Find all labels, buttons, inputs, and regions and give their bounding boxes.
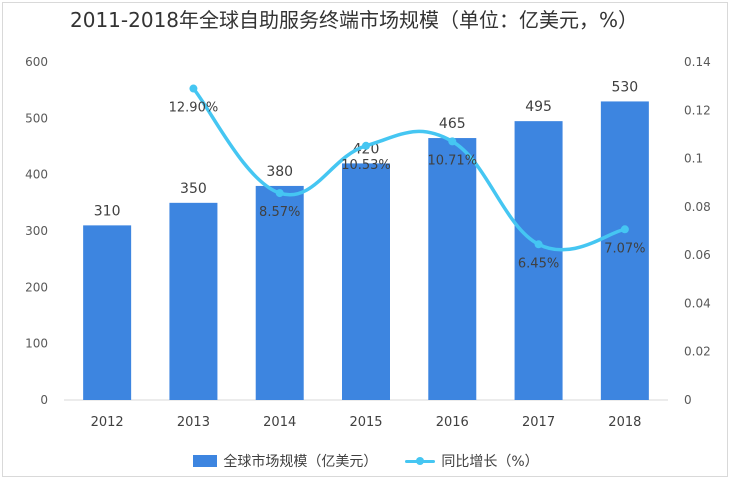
bar — [83, 225, 132, 400]
line-data-label: 8.57% — [259, 205, 300, 220]
growth-point — [534, 240, 543, 249]
y-left-tick-label: 100 — [25, 337, 48, 351]
bar-data-label: 310 — [94, 203, 121, 219]
y-right-tick-label: 0.04 — [684, 296, 711, 310]
bar-series — [83, 101, 649, 401]
bar-data-label: 380 — [266, 164, 293, 180]
y-right-tick-label: 0 — [684, 393, 692, 407]
y-right-tick-label: 0.06 — [684, 248, 711, 262]
bar — [428, 138, 477, 401]
legend-bar-label: 全球市场规模（亿美元） — [223, 454, 378, 470]
y-left-tick-label: 0 — [40, 393, 48, 407]
x-tick-label: 2015 — [349, 415, 382, 430]
y-right-tick-label: 0.12 — [684, 103, 711, 117]
x-tick-label: 2017 — [522, 415, 555, 430]
y-left-tick-label: 400 — [25, 168, 48, 182]
bar — [600, 101, 649, 400]
line-labels: 12.90% 8.57% 10.53% 10.71% 6.45% 7.07% — [169, 101, 646, 272]
chart-title: 2011-2018年全球自助服务终端市场规模（单位：亿美元，%） — [70, 8, 639, 32]
legend-item-bar: 全球市场规模（亿美元） — [193, 451, 377, 471]
legend: 全球市场规模（亿美元） 同比增长（%） — [0, 450, 732, 472]
bar — [255, 185, 304, 400]
x-tick-label: 2013 — [177, 415, 210, 430]
line-series — [189, 84, 629, 252]
y-right-tick-label: 0.1 — [684, 152, 703, 166]
growth-point — [620, 225, 629, 234]
bar — [514, 121, 563, 401]
growth-point — [448, 137, 457, 146]
y-right-tick-label: 0.14 — [684, 55, 711, 69]
y-left-axis: 0 100 200 300 400 500 600 — [25, 55, 48, 407]
bar-data-label: 530 — [611, 79, 638, 95]
y-right-tick-label: 0.08 — [684, 200, 711, 214]
legend-item-line: 同比增长（%） — [405, 451, 539, 471]
y-left-tick-label: 600 — [25, 55, 48, 69]
y-right-axis: 0 0.02 0.04 0.06 0.08 0.1 0.12 0.14 — [684, 55, 711, 407]
growth-line — [191, 86, 627, 252]
x-tick-label: 2014 — [263, 415, 296, 430]
y-left-tick-label: 300 — [25, 224, 48, 238]
bar — [169, 202, 218, 400]
growth-point — [275, 189, 284, 198]
bar — [342, 163, 390, 400]
bar-data-label: 495 — [525, 99, 552, 115]
y-left-tick-label: 200 — [25, 280, 48, 294]
growth-point — [362, 141, 370, 150]
legend-bar-swatch — [193, 455, 218, 467]
x-tick-label: 2016 — [436, 415, 469, 430]
line-data-label: 10.71% — [427, 153, 477, 168]
y-left-tick-label: 500 — [25, 111, 48, 125]
growth-point — [189, 84, 198, 93]
chart-frame — [2, 2, 728, 477]
x-tick-label: 2018 — [608, 415, 641, 430]
bar-labels: 310350380420465495530 — [94, 79, 638, 219]
line-data-label: 6.45% — [518, 256, 559, 271]
legend-line-label: 同比增长（%） — [441, 454, 539, 470]
bar-data-label: 350 — [180, 181, 207, 197]
x-tick-label: 2012 — [91, 415, 124, 430]
line-data-label: 12.90% — [169, 101, 219, 116]
line-data-label: 7.07% — [604, 241, 645, 256]
legend-line-swatch — [405, 455, 436, 467]
x-axis: 2012 2013 2014 2015 2016 2017 2018 — [91, 415, 642, 430]
y-right-tick-label: 0.02 — [684, 345, 711, 359]
line-data-label: 10.53% — [341, 158, 391, 173]
bar-data-label: 465 — [439, 116, 466, 132]
